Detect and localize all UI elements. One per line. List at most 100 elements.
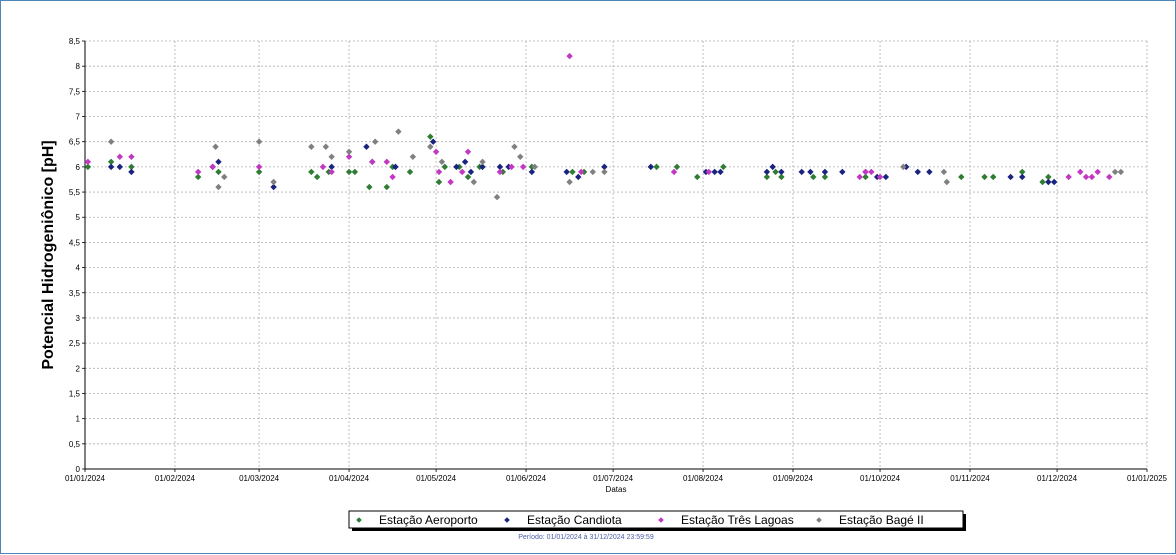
data-point	[519, 163, 527, 171]
x-tick-label: 01/09/2024	[773, 474, 814, 483]
data-point	[345, 153, 353, 161]
data-point	[670, 168, 678, 176]
data-point	[116, 153, 124, 161]
data-point	[563, 168, 570, 176]
data-point	[383, 158, 390, 166]
data-point	[577, 168, 585, 176]
y-tick-label: 8,5	[69, 37, 81, 46]
data-point	[821, 173, 829, 181]
y-tick-label: 3	[76, 314, 81, 323]
y-tick-label: 4,5	[69, 238, 81, 247]
data-point	[313, 173, 321, 181]
data-point	[496, 163, 504, 171]
series-4	[107, 128, 1125, 201]
grid	[84, 40, 1148, 470]
data-point	[221, 173, 228, 181]
y-tick-label: 7	[76, 113, 81, 122]
data-point	[1077, 168, 1084, 176]
data-point	[470, 178, 478, 186]
data-point	[464, 148, 472, 155]
data-point	[810, 173, 817, 181]
y-tick-label: 4	[76, 264, 81, 273]
data-point	[479, 158, 486, 166]
data-point	[438, 158, 446, 166]
data-point	[128, 168, 135, 176]
x-tick-label: 01/05/2024	[416, 474, 457, 483]
y-tick-label: 8	[76, 62, 81, 71]
x-axis-label: Datas	[606, 485, 627, 494]
data-point	[194, 168, 202, 176]
data-point	[107, 138, 115, 145]
data-point	[351, 168, 359, 176]
data-point	[1088, 173, 1096, 181]
data-point	[308, 143, 315, 150]
data-point	[128, 163, 135, 171]
data-point	[943, 178, 950, 186]
data-point	[215, 158, 222, 166]
legend-marker	[504, 517, 510, 523]
legend-marker	[356, 517, 362, 523]
y-tick-label: 2,5	[69, 339, 81, 348]
data-point	[856, 173, 863, 181]
data-point	[772, 168, 779, 176]
y-axis-label: Potencial Hidrogeniônico [pH]	[40, 140, 57, 369]
data-point	[406, 168, 414, 176]
data-point	[1082, 173, 1090, 181]
data-point	[319, 163, 327, 171]
y-tick-label: 0,5	[69, 440, 81, 449]
data-point	[345, 168, 353, 176]
y-tick-label: 1	[76, 415, 81, 424]
data-point	[517, 153, 524, 161]
data-point	[940, 168, 948, 176]
data-point	[328, 168, 335, 176]
data-point	[566, 52, 573, 60]
data-point	[116, 163, 124, 171]
data-point	[107, 158, 115, 166]
data-point	[255, 138, 263, 145]
data-point	[862, 168, 869, 176]
data-point	[868, 168, 875, 176]
x-tick-label: 01/04/2024	[329, 474, 370, 483]
data-point	[778, 168, 785, 176]
data-point	[673, 163, 681, 171]
data-point	[409, 153, 417, 161]
legend-label: Estação Três Lagoas	[681, 513, 794, 527]
data-point	[1007, 173, 1014, 181]
data-point	[447, 178, 454, 186]
data-point	[1094, 168, 1101, 176]
data-point	[322, 143, 330, 150]
data-point	[435, 178, 443, 186]
data-point	[717, 168, 724, 176]
x-tick-label: 01/01/2024	[65, 474, 106, 483]
data-point	[194, 173, 202, 181]
data-point	[432, 148, 440, 155]
x-tick-label: 01/06/2024	[506, 474, 547, 483]
data-point	[778, 173, 785, 181]
data-point	[769, 163, 776, 171]
data-point	[308, 168, 315, 176]
data-point	[427, 143, 434, 150]
data-point	[821, 168, 829, 176]
data-point	[1045, 173, 1052, 181]
data-point	[1045, 178, 1052, 186]
data-point	[705, 168, 713, 176]
data-point	[566, 178, 573, 186]
y-tick-label: 7,5	[69, 87, 81, 96]
data-point	[1019, 173, 1026, 181]
legend-label: Estação Bagé II	[839, 513, 924, 527]
data-point	[128, 153, 135, 161]
data-point	[493, 193, 501, 201]
data-point	[601, 163, 608, 171]
data-point	[900, 163, 907, 171]
data-point	[363, 143, 370, 150]
data-point	[389, 173, 396, 181]
data-point	[107, 163, 115, 171]
y-tick-label: 0	[76, 465, 81, 474]
x-tick-label: 01/02/2024	[155, 474, 196, 483]
y-tick-label: 5,5	[69, 188, 81, 197]
data-points	[84, 52, 1125, 201]
axes: 0 0,5 1 1,5 2 2,5 3 3,5 4 4,5 5 5,5 6 6,5 7 7,5 8 8,5 01/0…	[65, 37, 1168, 483]
legend-box	[348, 510, 964, 529]
data-point	[981, 173, 988, 181]
